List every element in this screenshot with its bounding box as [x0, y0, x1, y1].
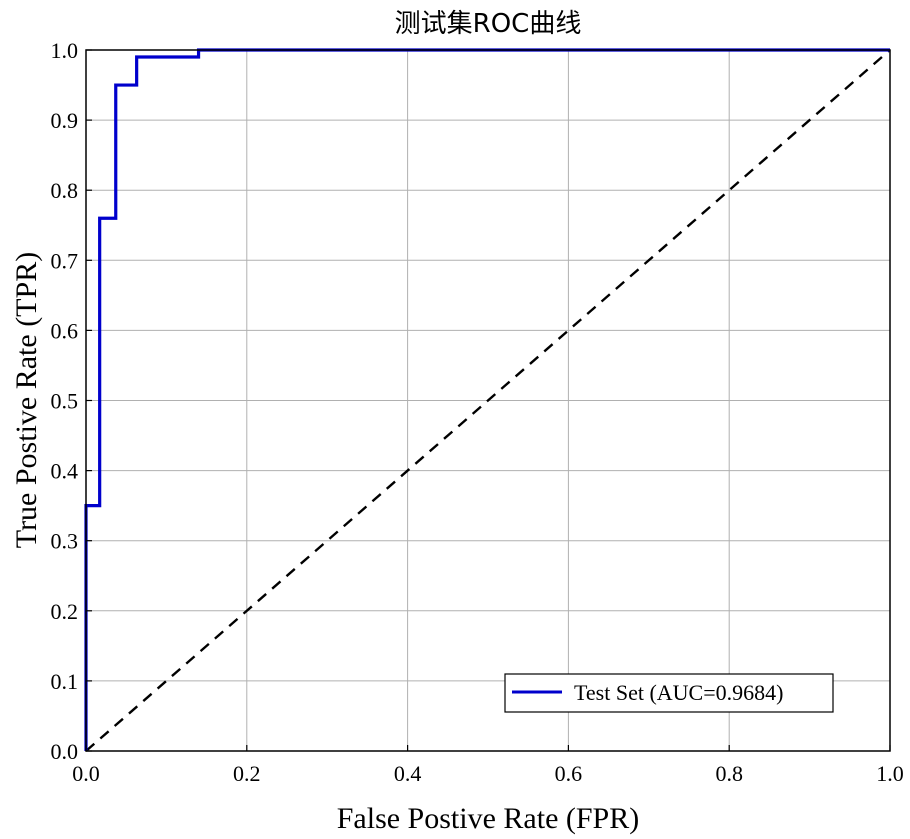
- legend: Test Set (AUC=0.9684): [504, 673, 834, 713]
- chance-diagonal-line: [85, 49, 891, 752]
- y-tick-label: 0.6: [51, 318, 79, 343]
- y-tick-label: 0.2: [51, 599, 79, 624]
- y-tick-label: 0.8: [51, 178, 79, 203]
- y-axis-label: True Postive Rate (TPR): [10, 252, 43, 548]
- y-tick-label: 0.7: [51, 248, 79, 273]
- y-tick-label: 0.5: [51, 389, 79, 414]
- legend-label: Test Set (AUC=0.9684): [574, 680, 783, 705]
- x-tick-label: 0.8: [715, 761, 743, 786]
- x-tick-label: 1.0: [876, 761, 904, 786]
- y-tick-label: 0.0: [51, 739, 79, 764]
- y-tick-label: 1.0: [51, 38, 79, 63]
- y-tick-label: 0.4: [51, 459, 79, 484]
- y-tick-label: 0.9: [51, 108, 79, 133]
- chart-title: 测试集ROC曲线: [395, 9, 582, 39]
- roc-curve-line: [84, 48, 890, 751]
- series-layer: [84, 48, 891, 752]
- tick-layer: 0.0 0.2 0.4 0.6 0.8 1.0 0.0 0.1 0.2 0.3 0.4 0.5 0.6 0…: [51, 38, 904, 786]
- x-tick-label: 0.0: [72, 761, 100, 786]
- x-tick-label: 0.6: [555, 761, 583, 786]
- x-axis-label: False Postive Rate (FPR): [337, 802, 640, 835]
- x-tick-label: 0.2: [233, 761, 261, 786]
- y-tick-label: 0.1: [51, 669, 79, 694]
- y-tick-label: 0.3: [51, 529, 79, 554]
- legend-box: [504, 673, 834, 713]
- x-tick-label: 0.4: [394, 761, 422, 786]
